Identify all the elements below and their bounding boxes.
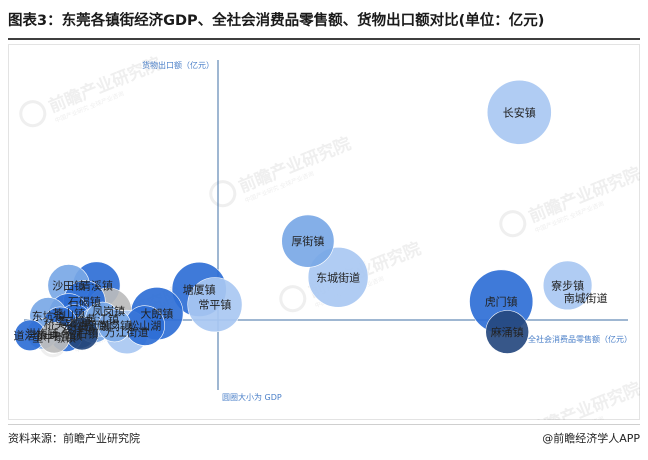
chart-frame	[8, 44, 640, 420]
bubble-label: 大朗镇	[140, 307, 173, 321]
bubble-label: 长安镇	[503, 105, 536, 119]
bubble-label: 桥头镇	[44, 317, 77, 331]
title-rule	[8, 38, 640, 40]
bubble-label: 常平镇	[198, 298, 231, 312]
watermark-logo-icon	[499, 210, 527, 238]
bubble-point	[485, 310, 530, 354]
bubble-label: 望牛墩镇	[32, 331, 76, 345]
credit-note: @前瞻经济学人APP	[542, 432, 640, 445]
bubble-point	[98, 309, 132, 343]
bubble-point	[187, 277, 243, 333]
bubble-label: 道滘镇	[14, 328, 47, 342]
bubble-label: 麻涌镇	[491, 325, 524, 339]
watermark-logo-icon	[279, 285, 307, 313]
watermark-text: 前瞻产业研究院	[526, 378, 640, 420]
bubble-label: 凤岗镇	[92, 304, 125, 318]
watermark-logo-icon	[209, 180, 237, 208]
bubble-point	[542, 260, 593, 311]
bubble-label: 高埗镇	[58, 315, 91, 329]
bubble-label: 东坑镇	[32, 309, 65, 323]
bubble-label: 石碣镇	[68, 295, 101, 309]
watermark-text: 前瞻产业研究院	[526, 163, 640, 227]
bubble-label: 沙田镇	[52, 278, 85, 292]
bubble-label: 南城街道	[564, 291, 608, 305]
bubble-label: 谢岗镇	[98, 319, 131, 333]
watermark-text: 前瞻产业研究院	[236, 133, 354, 197]
chart-title: 图表3：东莞各镇街经济GDP、全社会消费品零售额、货物出口额对比(单位：亿元)	[8, 13, 545, 29]
bubble-label: 企石镇	[66, 327, 99, 341]
bubble-label: 寮步镇	[551, 278, 584, 292]
y-axis-label: 货物出口额（亿元）	[142, 60, 214, 70]
bubble-label: 横沥镇	[78, 319, 111, 333]
bubble-label: 石排镇	[62, 323, 95, 337]
bubble-layer	[14, 79, 593, 355]
source-note: 资料来源：前瞻产业研究院	[8, 432, 140, 445]
bubble-label: 黄江镇	[86, 312, 119, 326]
bubble-label: 松山湖	[128, 319, 161, 333]
bubble-label: 万江街道	[105, 325, 149, 339]
bubble-point	[38, 322, 70, 354]
bubble-label: 中堂镇	[50, 328, 83, 342]
bubble-label: 东城街道	[316, 270, 360, 284]
watermark-logo-icon	[19, 100, 47, 128]
footer-rule	[8, 424, 640, 425]
bubble-label: 塘厦镇	[183, 282, 216, 296]
bubble-label: 清溪镇	[80, 278, 113, 292]
x-axis-label: 全社会消费品零售额（亿元）	[528, 334, 632, 344]
bubble-label: 洪梅镇	[26, 327, 59, 341]
bubble-label: 厚街镇	[291, 234, 324, 248]
bubble-label: 虎门镇	[485, 295, 518, 309]
bubble-label: 茶山镇	[52, 307, 85, 321]
bubble-point	[281, 214, 335, 268]
bubble-point	[486, 79, 552, 145]
size-legend-label: 圆圈大小为 GDP	[222, 392, 282, 402]
